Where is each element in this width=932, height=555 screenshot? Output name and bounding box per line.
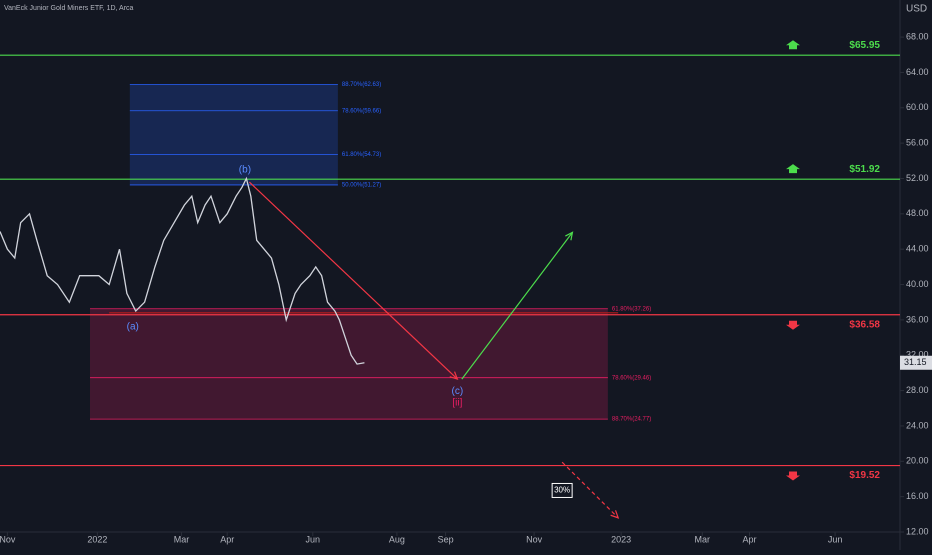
y-tick-label: 12.00: [906, 526, 929, 536]
chart-title: VanEck Junior Gold Miners ETF, 1D, Arca: [4, 5, 134, 12]
y-tick-label: 20.00: [906, 456, 929, 466]
arrow-head: [449, 371, 459, 381]
y-tick-label: 32.00: [906, 350, 929, 360]
x-tick-label: Aug: [389, 534, 405, 544]
projection-arrow: [461, 232, 573, 380]
level-arrow: [786, 164, 800, 174]
fib-box: [90, 308, 608, 420]
annotation: (a): [127, 322, 139, 333]
fib-label: 61.80%(54.73): [342, 152, 381, 158]
fib-label: 88.70%(24.77): [612, 417, 651, 423]
level-label: $36.58: [849, 319, 880, 330]
x-tick-label: Sep: [438, 534, 454, 544]
level-label: $65.95: [849, 40, 880, 51]
fib-label: 88.70%(62.63): [342, 82, 381, 88]
y-tick-label: 64.00: [906, 67, 929, 77]
annotation: (c): [452, 386, 464, 397]
x-tick-label: Nov: [0, 534, 16, 544]
y-tick-label: 16.00: [906, 491, 929, 501]
annotation: 30%: [554, 486, 570, 495]
y-unit: USD: [906, 4, 927, 15]
x-tick-label: Mar: [695, 534, 711, 544]
x-tick-label: Mar: [174, 534, 190, 544]
arrow-head: [565, 231, 574, 241]
fib-label: 78.60%(29.46): [612, 375, 651, 381]
y-tick-label: 48.00: [906, 208, 929, 218]
last-price-label: 31.15: [904, 357, 927, 367]
fib-label: 50.00%(51.27): [342, 183, 381, 189]
x-tick-label: Nov: [526, 534, 543, 544]
x-tick-label: Apr: [743, 534, 757, 544]
x-tick-label: Apr: [220, 534, 234, 544]
y-tick-label: 28.00: [906, 385, 929, 395]
y-tick-label: 24.00: [906, 420, 929, 430]
x-tick-label: Jun: [828, 534, 843, 544]
y-tick-label: 56.00: [906, 138, 929, 148]
projection-arrow: [561, 461, 619, 519]
arrow-head: [610, 510, 620, 519]
level-label: $19.52: [849, 470, 880, 481]
x-tick-label: 2022: [87, 534, 107, 544]
projection-arrow: [248, 181, 458, 380]
y-tick-label: 44.00: [906, 244, 929, 254]
last-price-tag: [900, 355, 932, 370]
y-tick-label: 52.00: [906, 173, 929, 183]
level-arrow: [786, 40, 800, 50]
fib-label: 78.60%(59.66): [342, 108, 381, 114]
x-tick-label: Jun: [306, 534, 321, 544]
fib-box: [129, 84, 338, 185]
x-tick-label: 2023: [611, 534, 631, 544]
y-tick-label: 60.00: [906, 102, 929, 112]
y-tick-label: 68.00: [906, 31, 929, 41]
annotation-box: [551, 482, 573, 498]
y-tick-label: 40.00: [906, 279, 929, 289]
level-arrow: [786, 471, 800, 481]
annotation: (b): [239, 164, 251, 175]
y-tick-label: 36.00: [906, 314, 929, 324]
level-label: $51.92: [849, 164, 880, 175]
fib-label: 61.80%(37.26): [612, 306, 651, 312]
price-line: [0, 176, 365, 365]
level-arrow: [786, 320, 800, 330]
annotation: [ii]: [452, 398, 462, 409]
